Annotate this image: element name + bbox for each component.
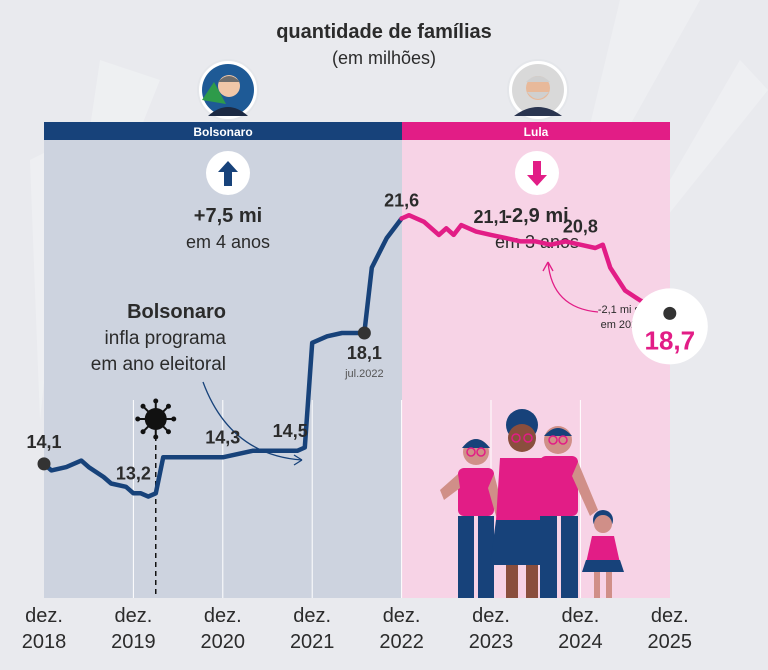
bolsonaro-header-label: Bolsonaro: [193, 125, 252, 139]
x-tick-month-2020: dez.: [204, 605, 242, 627]
annotation-bolsonaro-arrow: [202, 381, 303, 461]
chart-subtitle: (em milhões): [332, 48, 436, 68]
bolsonaro-change: +7,5 mi: [194, 205, 262, 227]
data-label-2020-12: 14,3: [205, 427, 240, 447]
lula-change: -2,9 mi: [505, 205, 568, 227]
x-axis-ticks: dez. 2018 dez. 2019 dez. 2020 dez. 2021 dez. 2022…: [22, 605, 692, 653]
up-arrow-icon: [218, 161, 238, 186]
virus-spike-tip: [165, 403, 171, 409]
data-label-2022-07: 18,1: [347, 343, 382, 363]
x-tick-year-2021: 2021: [290, 631, 335, 653]
virus-spike-tip: [135, 416, 141, 422]
virus-spike-tip: [153, 434, 159, 440]
virus-spike-tip: [165, 429, 171, 435]
series-line-bolsonaro: [41, 216, 404, 499]
virus-spike-tip: [140, 429, 146, 435]
data-label-2018-12: 14,1: [26, 432, 61, 452]
annotation-bolsonaro-arrowhead: [293, 454, 303, 466]
data-label-2022-12: 21,6: [384, 191, 419, 211]
data-labels: 14,1 13,2 14,3 14,5 18,1 21,6 21,1 20,8 18,7: [26, 191, 695, 484]
annotation-bolsonaro-line3: em ano eleitoral: [91, 354, 226, 375]
chart-title: quantidade de famílias: [276, 21, 492, 43]
annotation-lula-line1: -2,1 mi só: [598, 304, 646, 316]
data-label-2023-12: 21,1: [473, 207, 508, 227]
x-tick-month-2018: dez.: [25, 605, 63, 627]
virus-body: [144, 408, 167, 430]
x-tick-year-2024: 2024: [558, 631, 603, 653]
data-label-2021-12: 14,5: [273, 421, 308, 441]
x-tick-month-2021: dez.: [293, 605, 331, 627]
x-tick-year-2022: 2022: [379, 631, 424, 653]
data-label-2019-12: 13,2: [116, 463, 151, 483]
virus-spike-tip: [153, 398, 159, 404]
x-tick-month-2019: dez.: [114, 605, 152, 627]
down-arrow-icon: [527, 161, 547, 186]
series-lines: [41, 212, 673, 499]
annotation-bolsonaro-line2: infla programa: [105, 328, 227, 349]
x-tick-year-2020: 2020: [201, 631, 246, 653]
data-label-2025-12: 18,7: [644, 325, 695, 355]
virus-spike-tip: [171, 416, 177, 422]
final-value-halo: [631, 288, 708, 365]
x-tick-year-2018: 2018: [22, 631, 67, 653]
data-point-2022-07: [357, 326, 371, 340]
bolsonaro-span: em 4 anos: [186, 232, 270, 252]
x-tick-year-2023: 2023: [469, 631, 514, 653]
bolsonaro-header-bar: [44, 122, 402, 140]
x-tick-month-2025: dez.: [651, 605, 689, 627]
data-point-2018-12: [37, 457, 51, 471]
annotation-bolsonaro-line1: Bolsonaro: [127, 301, 226, 323]
jul-2022-label: jul.2022: [344, 368, 384, 380]
family-illustration: [440, 409, 624, 598]
virus-icon: [135, 398, 177, 598]
virus-spike-tip: [140, 403, 146, 409]
x-tick-year-2019: 2019: [111, 631, 156, 653]
lula-header-label: Lula: [524, 125, 549, 139]
data-point-2025-12: [663, 306, 677, 320]
x-tick-month-2024: dez.: [561, 605, 599, 627]
annotation-lula-arrowhead: [542, 261, 554, 272]
series-line-lula: [399, 212, 673, 316]
annotation-lula-arrow: [547, 261, 599, 313]
x-tick-year-2025: 2025: [648, 631, 693, 653]
lula-portrait: [507, 59, 569, 121]
x-tick-month-2023: dez.: [472, 605, 510, 627]
data-label-2024-12: 20,8: [563, 217, 598, 237]
bolsonaro-portrait: [197, 59, 259, 121]
data-markers: [37, 288, 708, 471]
lula-header-bar: [402, 122, 670, 140]
x-tick-month-2022: dez.: [383, 605, 421, 627]
